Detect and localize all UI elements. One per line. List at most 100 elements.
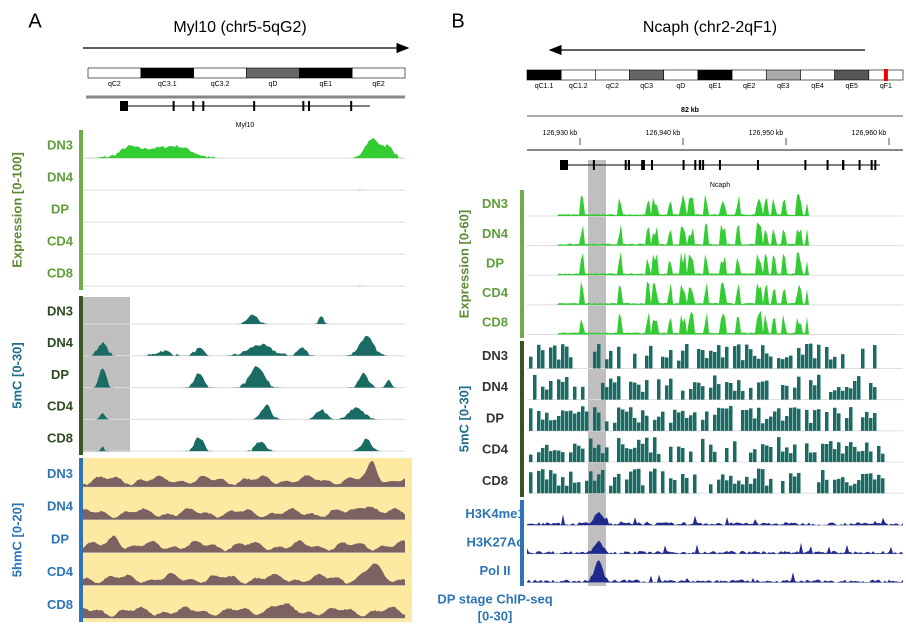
signal-block	[629, 471, 633, 494]
signal-block	[669, 422, 673, 431]
signal-block	[777, 358, 781, 369]
signal-block	[625, 479, 629, 494]
gene-label: Myl10	[236, 122, 255, 129]
signal-block	[825, 444, 829, 463]
signal-block	[729, 475, 733, 494]
signal-block	[681, 410, 685, 431]
signal-block	[685, 477, 689, 494]
signal-block	[665, 385, 669, 400]
signal-track	[83, 563, 405, 586]
signal-block	[849, 442, 853, 463]
track-label: DN4	[47, 169, 74, 184]
gene-exon	[870, 160, 873, 170]
signal-block	[725, 448, 729, 463]
panel-title: Ncaph (chr2-2qF1)	[643, 19, 777, 36]
signal-block	[569, 357, 573, 369]
signal-block	[557, 485, 561, 494]
signal-block	[609, 378, 613, 400]
signal-block	[741, 391, 745, 400]
gene-exon	[624, 160, 627, 170]
signal-block	[637, 422, 641, 431]
signal-block	[709, 484, 713, 494]
track-label: CD8	[47, 431, 73, 446]
signal-block	[573, 482, 577, 494]
signal-block	[725, 480, 729, 494]
signal-block	[797, 472, 801, 494]
signal-track	[83, 366, 405, 388]
signal-block	[781, 420, 785, 431]
signal-block	[789, 453, 793, 463]
signal-block	[713, 414, 717, 431]
signal-block	[549, 451, 553, 463]
band-label: qE2	[743, 83, 756, 90]
signal-block	[741, 360, 745, 369]
coordinate-label: 126,940 kb	[646, 130, 681, 137]
signal-block	[701, 386, 705, 400]
gene-exon	[804, 160, 807, 170]
signal-block	[705, 358, 709, 369]
ideogram-band	[351, 67, 406, 79]
gene-exon	[627, 160, 630, 170]
gene-exon	[642, 160, 645, 170]
gene-exon	[172, 101, 175, 111]
signal-block	[541, 386, 545, 400]
signal-block	[809, 380, 813, 400]
signal-block	[597, 474, 601, 494]
group-label: 5mC [0-30]	[456, 386, 471, 452]
signal-block	[577, 411, 581, 431]
signal-block	[633, 469, 637, 494]
signal-block	[717, 407, 721, 431]
signal-block	[633, 353, 637, 369]
signal-block	[829, 392, 833, 400]
signal-block	[853, 483, 857, 494]
signal-block	[713, 451, 717, 463]
ideogram-band	[731, 69, 767, 81]
signal-block	[689, 415, 693, 431]
signal-block	[561, 410, 565, 431]
signal-block	[869, 451, 873, 463]
signal-block	[869, 473, 873, 494]
signal-block	[753, 355, 757, 369]
group-bar	[520, 341, 524, 497]
signal-block	[565, 411, 569, 431]
signal-block	[609, 350, 613, 369]
signal-block	[541, 447, 545, 463]
signal-block	[813, 358, 817, 369]
group-label: 5mC [0-30]	[9, 342, 24, 408]
panel-letter: B	[451, 10, 464, 32]
scale-label: 82 kb	[681, 107, 699, 114]
signal-block	[765, 418, 769, 431]
band-label: qD	[268, 81, 277, 88]
signal-block	[605, 447, 609, 463]
signal-block	[725, 382, 729, 400]
signal-block	[813, 410, 817, 431]
signal-block	[869, 418, 873, 431]
signal-block	[633, 417, 637, 431]
signal-block	[649, 452, 653, 463]
signal-block	[817, 344, 821, 369]
gene-exon	[718, 160, 721, 170]
signal-block	[873, 345, 877, 369]
signal-block	[685, 417, 689, 431]
signal-block	[833, 407, 837, 431]
signal-block	[845, 418, 849, 431]
track-label: DN4	[482, 226, 509, 241]
signal-block	[849, 407, 853, 431]
signal-block	[833, 390, 837, 400]
signal-block	[753, 418, 757, 431]
signal-block	[589, 471, 593, 494]
signal-block	[853, 380, 857, 400]
signal-block	[561, 477, 565, 494]
signal-block	[765, 353, 769, 369]
signal-block	[765, 380, 769, 400]
signal-block	[581, 406, 585, 431]
signal-block	[761, 423, 765, 431]
signal-block	[597, 444, 601, 463]
signal-block	[605, 359, 609, 369]
band-label: qD	[676, 83, 685, 90]
signal-track	[527, 310, 903, 335]
group-bar	[79, 458, 83, 622]
signal-block	[865, 411, 869, 431]
signal-block	[749, 408, 753, 431]
